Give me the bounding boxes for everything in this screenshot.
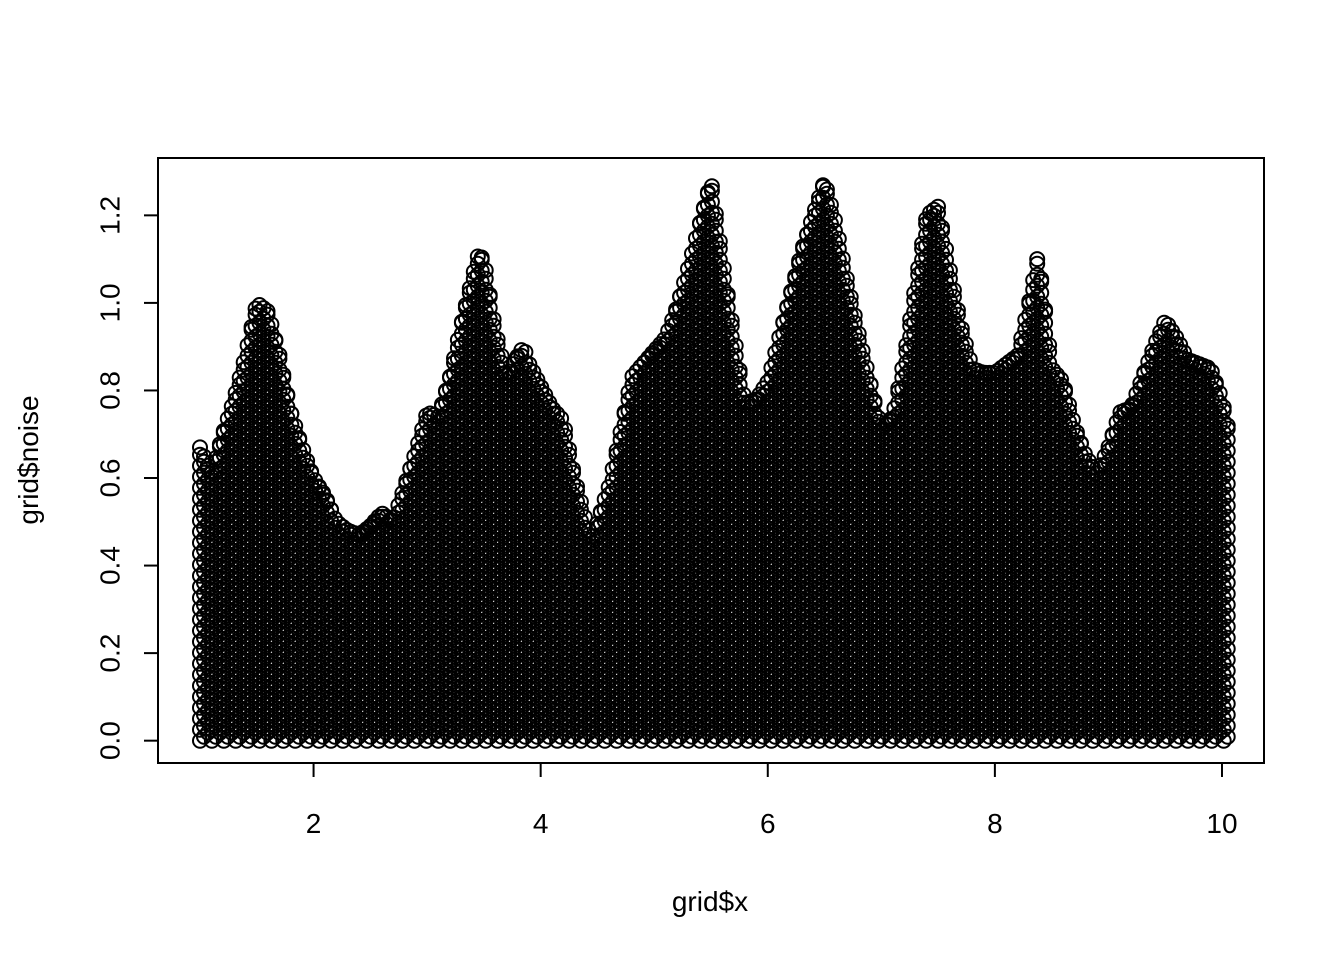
data-point <box>203 732 220 749</box>
data-point <box>263 316 280 333</box>
data-point <box>307 482 324 499</box>
data-marks <box>192 177 1236 749</box>
data-point <box>239 732 256 749</box>
data-point <box>267 331 284 348</box>
data-point <box>326 510 343 527</box>
data-point <box>319 515 335 532</box>
data-point <box>215 732 232 749</box>
data-point <box>251 732 268 749</box>
data-point <box>473 284 490 301</box>
data-point <box>311 732 327 749</box>
data-point <box>271 346 288 363</box>
data-point <box>279 386 296 403</box>
data-point <box>227 732 244 749</box>
data-point <box>295 460 312 477</box>
plot-area <box>157 157 1265 764</box>
data-point <box>477 270 494 287</box>
data-point <box>299 732 316 749</box>
data-point <box>319 492 335 509</box>
data-point <box>330 526 347 543</box>
data-point <box>275 366 292 383</box>
data-point <box>283 427 300 444</box>
data-point <box>263 732 280 749</box>
data-point <box>295 449 312 466</box>
data-point <box>315 484 331 501</box>
data-point <box>192 439 208 456</box>
data-point <box>271 383 288 400</box>
data-point <box>323 501 339 518</box>
data-point <box>287 732 304 749</box>
data-point <box>275 732 292 749</box>
data-point <box>303 463 320 480</box>
data-point <box>477 262 494 279</box>
data-point <box>295 442 312 458</box>
